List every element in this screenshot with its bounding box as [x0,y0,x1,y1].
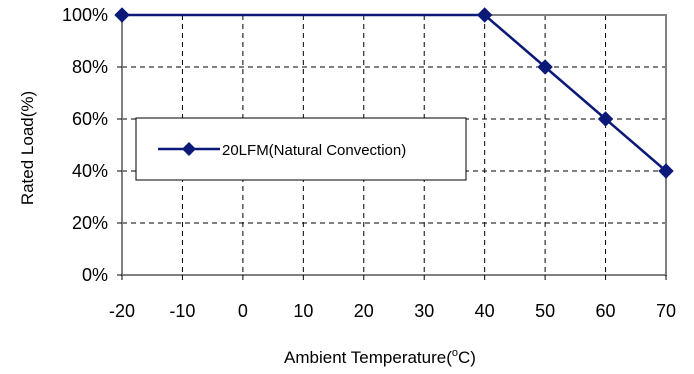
legend-box [135,117,467,181]
x-tick-label: 70 [656,301,676,321]
x-tick-label: 10 [293,301,313,321]
x-tick-label: 40 [475,301,495,321]
x-tick-label: -10 [169,301,195,321]
legend-label: 20LFM(Natural Convection) [222,142,406,159]
x-tick-label: 60 [596,301,616,321]
x-axis-label-unit-open: ( [446,348,452,367]
y-tick-label: 20% [72,213,108,233]
x-axis-label-text: Ambient Temperature [284,348,446,367]
x-axis-label-degree: o [452,347,458,359]
y-tick-label: 0% [82,265,108,285]
x-axis-label: Ambient Temperature(oC) [284,347,476,367]
y-tick-label: 40% [72,161,108,181]
y-axis-tick-labels: 0% 20% 40% 60% 80% 100% [62,5,122,285]
x-tick-label: 30 [414,301,434,321]
data-point-marker [658,163,674,179]
y-tick-label: 60% [72,109,108,129]
x-axis-label-unit-close: C) [458,348,476,367]
data-point-marker [476,7,493,23]
data-point-marker [114,7,130,23]
y-tick-label: 100% [62,5,108,25]
data-point-marker [537,59,553,75]
legend: 20LFM(Natural Convection) [135,117,467,181]
data-point-marker [597,111,614,127]
y-tick-label: 80% [72,57,108,77]
series-layer [114,7,674,179]
x-tick-label: -20 [109,301,135,321]
legend-marker-diamond [182,142,196,156]
x-axis-tick-labels: -20 -10 0 10 20 30 40 50 60 70 [109,275,676,321]
x-tick-label: 20 [354,301,374,321]
y-axis-label: Rated Load(%) [18,91,37,205]
x-tick-label: 0 [238,301,248,321]
x-tick-label: 50 [535,301,555,321]
